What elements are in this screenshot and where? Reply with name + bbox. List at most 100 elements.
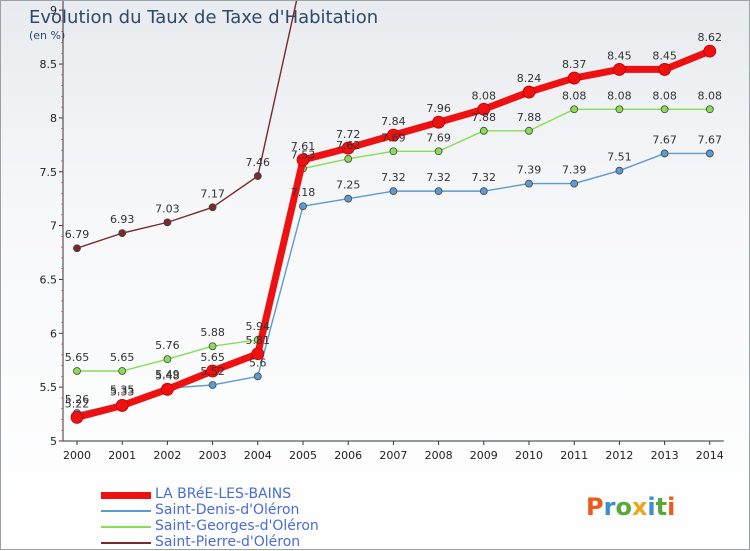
x-tick-label: 2004	[244, 449, 272, 462]
data-point	[208, 203, 217, 212]
data-label: 5.26	[65, 393, 90, 406]
data-label: 7.84	[381, 115, 406, 128]
data-label: 7.88	[517, 111, 542, 124]
data-point	[705, 105, 714, 114]
data-label: 5.94	[246, 320, 271, 333]
data-label: 7.18	[291, 186, 316, 199]
data-label: 8.08	[472, 89, 497, 102]
data-label: 8.08	[698, 89, 723, 102]
chart-title: Evolution du Taux de Taxe d'Habitation	[29, 7, 379, 28]
data-point	[70, 410, 84, 424]
data-label: 8.08	[607, 89, 632, 102]
data-label: 7.46	[246, 156, 271, 169]
data-point	[73, 367, 81, 375]
data-label: 5.81	[246, 334, 271, 347]
data-point	[115, 399, 129, 412]
data-label: 7.32	[381, 171, 406, 184]
data-point	[208, 342, 217, 351]
data-label: 5.65	[65, 351, 90, 364]
data-point	[434, 147, 443, 156]
y-tick-label: 8.5	[40, 58, 58, 71]
data-label: 6.79	[65, 228, 90, 241]
data-point	[660, 149, 669, 158]
data-label: 7.39	[562, 164, 587, 177]
line-chart: 55.566.577.588.599.51010.51111.512200020…	[40, 1, 724, 462]
data-point	[615, 105, 624, 114]
data-point	[522, 85, 536, 99]
data-label: 7.32	[472, 171, 497, 184]
data-label: 8.08	[562, 89, 587, 102]
data-label: 7.61	[291, 140, 316, 153]
y-tick-label: 9	[50, 4, 57, 17]
data-point	[479, 126, 488, 135]
x-tick-label: 2008	[425, 449, 453, 462]
data-label: 5.48	[155, 369, 180, 382]
proxiti-logo: Proxiti	[586, 493, 676, 521]
data-point	[341, 141, 355, 155]
chart-unit: (en %)	[29, 29, 66, 42]
data-label: 5.88	[200, 326, 225, 339]
data-label: 6.93	[110, 213, 135, 226]
y-tick-label: 6	[50, 327, 57, 340]
data-point	[344, 194, 353, 203]
data-label: 7.72	[336, 128, 361, 141]
data-point	[705, 149, 714, 158]
legend-label: Saint-Pierre-d'Oléron	[155, 534, 301, 550]
data-point	[163, 218, 172, 227]
x-tick-label: 2002	[153, 449, 181, 462]
legend-label: LA BRéE-LES-BAINS	[155, 486, 292, 502]
data-point	[703, 44, 717, 58]
data-label: 8.37	[562, 58, 587, 71]
data-point	[253, 172, 262, 180]
y-tick-label: 8	[50, 112, 57, 125]
data-point	[567, 71, 581, 85]
data-label: 5.65	[200, 351, 225, 364]
y-tick-label: 6.5	[40, 273, 58, 286]
data-point	[479, 187, 488, 196]
x-tick-label: 2014	[696, 449, 724, 462]
data-label: 5.49	[155, 368, 180, 381]
data-point	[389, 147, 398, 156]
data-label: 7.67	[698, 133, 723, 146]
data-point	[660, 105, 669, 114]
data-point	[477, 102, 491, 116]
data-label: 8.62	[698, 31, 723, 44]
data-point	[163, 355, 172, 364]
data-point	[525, 126, 533, 135]
data-point	[389, 187, 398, 196]
data-point	[613, 63, 626, 76]
y-tick-label: 5.5	[40, 381, 58, 394]
x-tick-label: 2003	[199, 449, 227, 462]
data-label: 7.39	[517, 164, 542, 177]
data-label: 7.62	[336, 139, 361, 152]
data-label: 7.53	[291, 149, 316, 162]
data-label: 7.67	[652, 133, 677, 146]
data-point	[344, 154, 353, 163]
data-label: 5.33	[110, 385, 135, 398]
data-point	[615, 166, 624, 175]
data-point	[253, 372, 262, 381]
data-label: 5.22	[65, 397, 90, 410]
y-tick-label: 5	[50, 435, 57, 448]
x-tick-label: 2010	[515, 449, 543, 462]
data-label: 7.96	[426, 102, 451, 115]
legend-swatch	[101, 526, 151, 528]
series-line	[76, 47, 712, 421]
legend-swatch	[101, 542, 151, 544]
data-point	[386, 128, 400, 142]
data-point	[208, 381, 217, 389]
data-label: 8.45	[652, 49, 677, 62]
x-tick-label: 2012	[605, 449, 633, 462]
data-label: 5.52	[200, 365, 225, 378]
x-tick-label: 2005	[289, 449, 317, 462]
data-label: 7.32	[426, 171, 451, 184]
x-tick-label: 2009	[470, 449, 498, 462]
data-label: 7.69	[381, 131, 406, 144]
x-tick-label: 2007	[379, 449, 407, 462]
legend-swatch	[101, 510, 151, 512]
x-tick-label: 2013	[651, 449, 679, 462]
legend-label: Saint-Denis-d'Oléron	[155, 502, 300, 518]
x-tick-label: 2001	[108, 449, 136, 462]
data-label: 5.76	[155, 339, 180, 352]
